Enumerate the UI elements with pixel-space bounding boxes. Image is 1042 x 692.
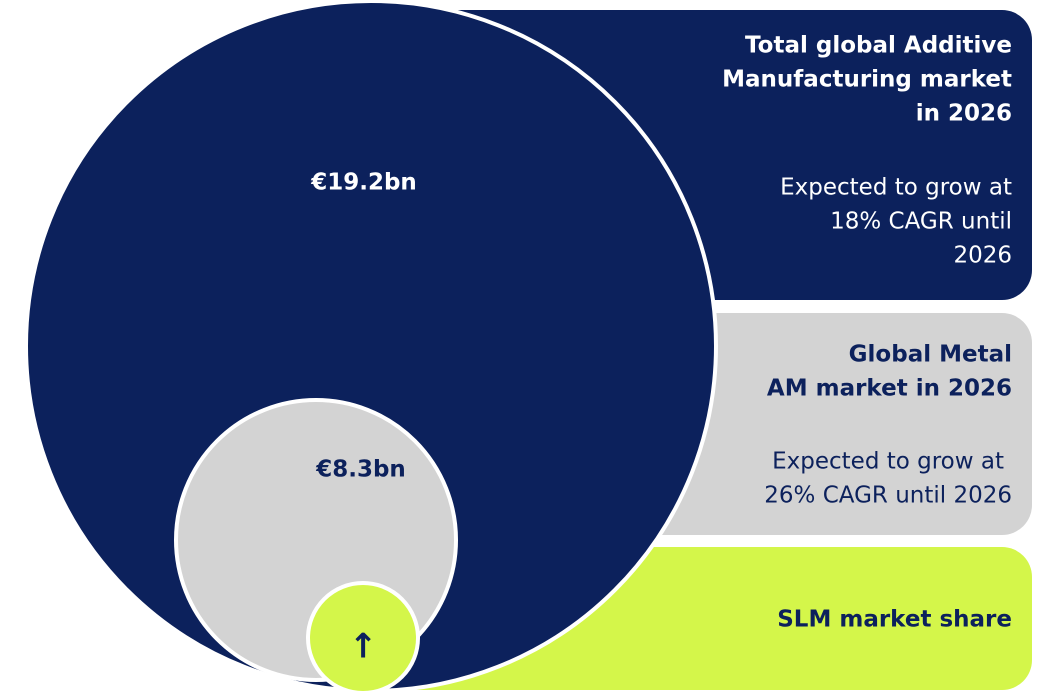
metal-title: AM market in 2026 [767, 376, 1012, 402]
metal-value: €8.3bn [315, 457, 406, 483]
slm-icon: ↑ [349, 627, 378, 667]
total-text: Total global Additive Manufacturing mark… [722, 33, 1012, 269]
metal-title: Global Metal [849, 342, 1012, 368]
total-note: Expected to grow at [780, 175, 1012, 201]
metal-text: Global Metal AM market in 2026 Expected … [764, 342, 1012, 509]
slm-title: SLM market share [777, 607, 1012, 633]
total-note: 2026 [953, 243, 1012, 269]
total-title: in 2026 [916, 101, 1012, 127]
total-title: Manufacturing market [722, 67, 1012, 93]
metal-note: 26% CAGR until 2026 [764, 483, 1012, 509]
metal-note: Expected to grow at [772, 449, 1004, 475]
total-note: 18% CAGR until [830, 209, 1012, 235]
slm-circle [306, 581, 420, 692]
total-title: Total global Additive [745, 33, 1012, 59]
total-value: €19.2bn [310, 170, 417, 196]
